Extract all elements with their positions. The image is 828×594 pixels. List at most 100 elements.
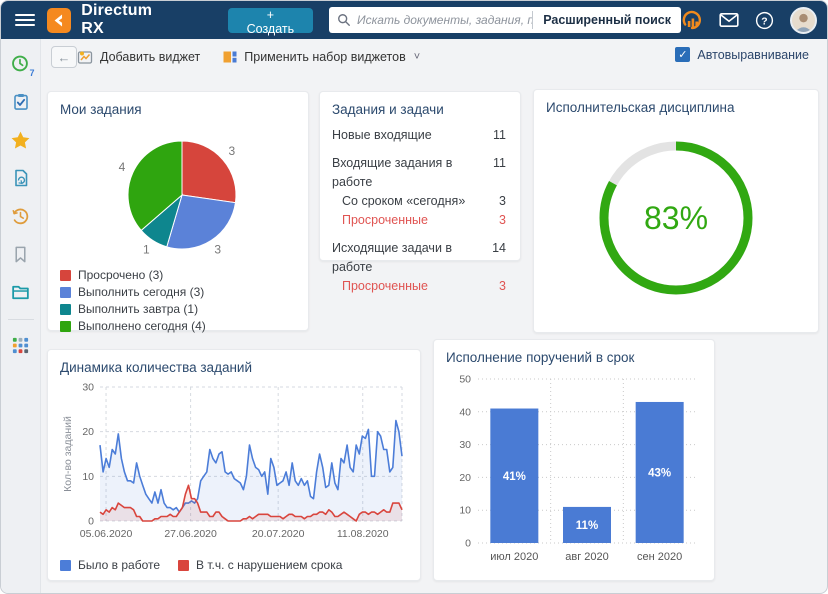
dashboard: ← Добавить виджет Применить наб <box>41 39 827 593</box>
x-tick-label: 27.06.2020 <box>164 528 217 540</box>
legend-item[interactable]: В т.ч. с нарушением срока <box>178 558 342 572</box>
back-button[interactable]: ← <box>51 46 77 68</box>
legend-swatch <box>60 303 71 315</box>
task-summary-row[interactable]: Со сроком «сегодня» 3 <box>332 192 508 211</box>
pie-point-label: 4 <box>119 160 126 174</box>
x-tick-label: 11.08.2020 <box>337 528 389 540</box>
row-label: Исходящие задачи в работе <box>332 241 453 274</box>
shared-documents-icon[interactable] <box>7 163 35 193</box>
create-button[interactable]: + Создать <box>227 7 314 36</box>
legend-item[interactable]: Просрочено (3) <box>60 268 296 282</box>
assignments-clipboard-icon[interactable] <box>7 87 35 117</box>
discipline-donut-chart[interactable]: 83% <box>546 119 806 317</box>
series-line <box>99 419 403 513</box>
bar[interactable] <box>563 506 611 543</box>
bar[interactable] <box>490 408 539 543</box>
legend-label: Выполнить завтра (1) <box>78 302 199 316</box>
user-avatar[interactable] <box>790 6 818 34</box>
task-summary-row[interactable]: Входящие задания в работе 11 <box>332 154 508 192</box>
widget-set-icon <box>223 51 237 63</box>
row-value: 3 <box>499 279 506 293</box>
recent-tasks-clock-icon[interactable]: 7 <box>7 49 35 79</box>
legend-item[interactable]: Выполнено сегодня (4) <box>60 319 296 333</box>
pie-point-label: 3 <box>229 144 236 158</box>
my-tasks-pie-chart[interactable]: 3 3 1 4 <box>60 121 298 261</box>
ontime-bar-chart[interactable]: 0 10 20 30 40 50 41% июл 2020 11% авг 2020 43% сен … <box>446 369 702 573</box>
y-tick-label: 50 <box>459 374 471 386</box>
widget-title: Задания и задачи <box>332 102 444 117</box>
series-area <box>100 485 402 521</box>
mail-icon[interactable] <box>719 12 739 28</box>
widget-title: Исполнительская дисциплина <box>546 100 735 115</box>
x-tick-label: июл 2020 <box>490 551 538 563</box>
widget-title: Динамика количества заданий <box>60 360 252 375</box>
legend-item[interactable]: Выполнить сегодня (3) <box>60 285 296 299</box>
task-summary-row[interactable]: Просроченные 3 <box>332 277 508 296</box>
search-input[interactable] <box>357 13 533 27</box>
app-title: Directum RX <box>81 2 153 37</box>
legend-swatch <box>60 269 71 281</box>
dynamics-line-chart[interactable]: 0 10 20 30 05.06.2020 27.06.2020 20.07.2020 11.… <box>60 379 408 551</box>
pie-slice[interactable] <box>166 194 237 250</box>
legend-label: Выполнить сегодня (3) <box>78 285 205 299</box>
help-icon[interactable]: ? <box>755 11 774 30</box>
chevron-down-icon: ˅ <box>413 51 421 63</box>
row-value: 3 <box>499 213 506 227</box>
legend-swatch <box>60 559 71 571</box>
task-summary-row[interactable]: Новые входящие 11 <box>332 126 508 145</box>
task-summary-row[interactable]: Просроченные 3 <box>332 211 508 230</box>
bar-value-label: 41% <box>503 471 526 483</box>
favorites-star-icon[interactable] <box>7 125 35 155</box>
svg-text:?: ? <box>761 16 767 27</box>
row-label: Просроченные <box>342 213 428 227</box>
row-value: 14 <box>492 241 506 255</box>
advanced-search-button[interactable]: Расширенный поиск <box>543 13 672 27</box>
pie-legend: Просрочено (3) Выполнить сегодня (3) Выпол… <box>60 268 296 333</box>
bookmark-icon[interactable] <box>7 239 35 269</box>
widget-title: Исполнение поручений в срок <box>446 350 635 365</box>
autoalign-toggle[interactable]: ✓ Автовыравнивание <box>675 47 809 62</box>
search-bar[interactable]: Расширенный поиск <box>329 7 682 33</box>
task-summary-row[interactable]: Исходящие задачи в работе 14 <box>332 239 508 277</box>
search-divider <box>532 11 534 29</box>
row-label: Со сроком «сегодня» <box>342 194 466 208</box>
x-tick-label: сен 2020 <box>637 551 682 563</box>
y-axis-label: Кол-во заданий <box>62 416 74 492</box>
search-icon <box>338 14 350 26</box>
sidebar: 7 <box>1 39 41 593</box>
pie-slice[interactable] <box>127 140 183 232</box>
legend-item[interactable]: Было в работе <box>60 558 160 572</box>
pie-slice[interactable] <box>181 140 237 204</box>
sidebar-separator <box>7 319 34 320</box>
dashboard-toolbar: ← Добавить виджет Применить наб <box>41 39 827 75</box>
legend-item[interactable]: Выполнить завтра (1) <box>60 302 296 316</box>
bar-value-label: 43% <box>648 467 671 479</box>
legend-label: Просрочено (3) <box>78 268 164 282</box>
logo-chevron-icon <box>55 13 63 27</box>
add-widget-button[interactable]: Добавить виджет <box>77 49 200 66</box>
apps-grid-icon[interactable] <box>7 330 35 360</box>
widget-title: Мои задания <box>60 102 142 117</box>
y-tick-label: 0 <box>465 538 471 550</box>
y-tick-label: 10 <box>459 505 471 517</box>
legend-label: Было в работе <box>78 558 161 572</box>
apply-widget-set-button[interactable]: Применить набор виджетов ˅ <box>222 49 420 65</box>
analytics-icon[interactable] <box>681 9 703 31</box>
app-logo-icon[interactable] <box>46 7 72 33</box>
header-icons: ? <box>681 6 818 34</box>
series-line <box>99 484 403 522</box>
row-value: 11 <box>493 156 506 170</box>
bar[interactable] <box>635 401 684 543</box>
autoalign-checkbox[interactable]: ✓ <box>675 47 691 62</box>
widget-my-tasks: Мои задания 3 3 1 4 Просрочено (3) Выполнить… <box>47 91 309 333</box>
history-clock-icon[interactable] <box>7 201 35 231</box>
tasks-summary-list: Новые входящие 11 Входящие задания в работ… <box>332 126 508 296</box>
widget-ontime: Исполнение поручений в срок 0 10 20 30 40 50 4… <box>433 339 715 581</box>
menu-icon[interactable] <box>15 14 35 26</box>
legend-swatch <box>60 320 71 332</box>
y-tick-label: 0 <box>88 516 94 528</box>
autoalign-label: Автовыравнивание <box>697 47 809 62</box>
row-label: Входящие задания в работе <box>332 156 453 189</box>
folders-icon[interactable] <box>7 277 35 307</box>
